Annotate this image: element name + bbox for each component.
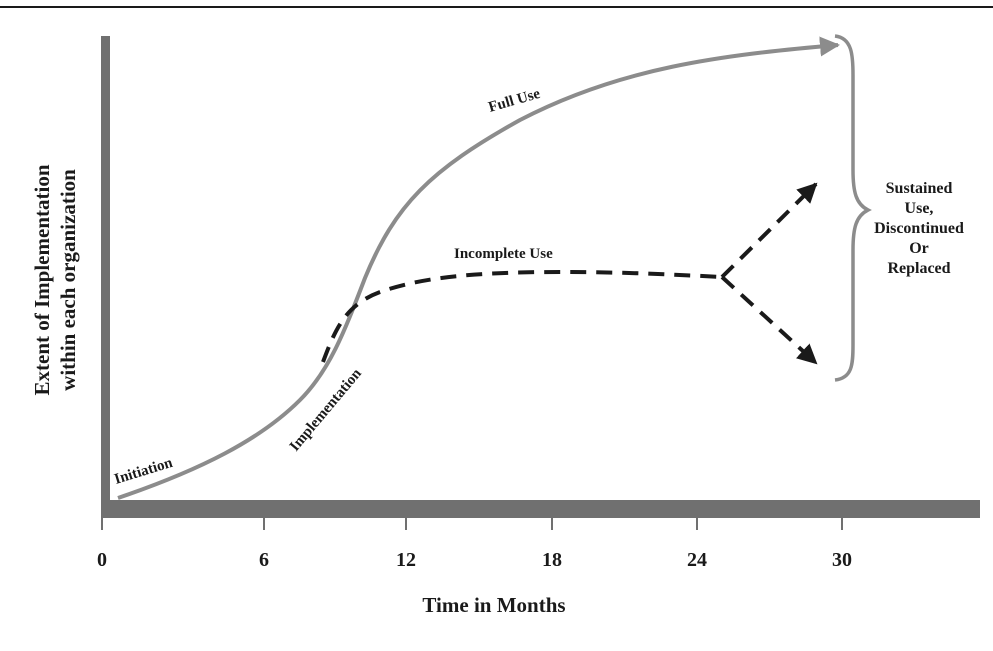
x-axis-title: Time in Months <box>422 593 565 617</box>
tick-label-18: 18 <box>542 549 562 571</box>
tick-label-24: 24 <box>687 549 707 571</box>
outcome-brace <box>835 36 868 380</box>
y-axis-bar <box>101 36 110 518</box>
label-initiation: Initiation <box>112 455 175 488</box>
branch-arrow-down <box>722 277 816 363</box>
label-incomplete-use: Incomplete Use <box>454 246 553 262</box>
outcome-line4: Or <box>909 240 929 257</box>
outcome-label: Sustained Use, Discontinued Or Replaced <box>874 180 964 277</box>
x-axis-tick-marks <box>102 518 842 530</box>
y-axis-title: Extent of Implementation within each org… <box>30 164 80 395</box>
tick-label-0: 0 <box>97 549 107 571</box>
outcome-line3: Discontinued <box>874 220 964 237</box>
branch-arrow-up <box>722 184 816 277</box>
x-axis-bar <box>101 500 980 518</box>
y-axis-title-line2: within each organization <box>56 169 80 391</box>
x-axis-tick-labels: 0 6 12 18 24 30 <box>97 549 852 571</box>
outcome-line2: Use, <box>905 200 934 217</box>
outcome-line1: Sustained <box>886 180 953 197</box>
y-axis-title-line1: Extent of Implementation <box>30 164 54 395</box>
tick-label-12: 12 <box>396 549 416 571</box>
tick-label-6: 6 <box>259 549 269 571</box>
outcome-line5: Replaced <box>887 260 950 277</box>
tick-label-30: 30 <box>832 549 852 571</box>
label-implementation: Implementation <box>287 365 366 454</box>
incomplete-use-curve <box>323 272 722 362</box>
